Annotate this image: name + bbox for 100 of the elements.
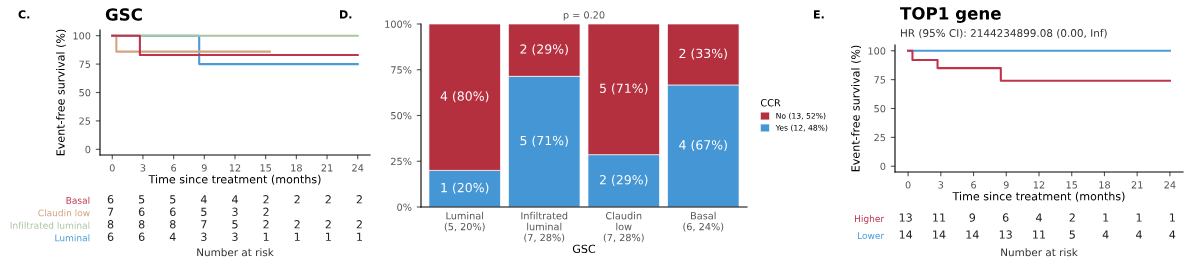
x-tick-label: Claudin low (7, 28%) bbox=[603, 211, 644, 243]
data-label: 1 bbox=[1103, 213, 1109, 222]
data-label: 13 bbox=[999, 230, 1012, 239]
x-tick-label: 21 bbox=[1131, 181, 1143, 189]
x-tick-label: Basal (6, 24%) bbox=[683, 211, 724, 232]
data-label: 4 bbox=[232, 195, 238, 204]
text: D. bbox=[340, 10, 352, 19]
data-label: 2 bbox=[356, 220, 362, 229]
y-tick-label: 25 bbox=[874, 133, 886, 142]
data-label: 11 bbox=[1033, 230, 1046, 239]
y-tick-label: 0% bbox=[397, 203, 412, 211]
x-tick-label: 9 bbox=[201, 164, 207, 172]
y-tick-label: 100 bbox=[73, 32, 91, 40]
x-tick-label: 3 bbox=[140, 164, 146, 172]
data-label: 1 bbox=[263, 232, 269, 241]
x-tick-label: 0 bbox=[109, 164, 115, 172]
data-label: 1 bbox=[294, 232, 300, 241]
y-tick-label: 50% bbox=[391, 111, 412, 120]
data-label: 1 bbox=[1170, 213, 1175, 222]
y-tick-label: Higher bbox=[855, 215, 885, 224]
x-tick-label: 15 bbox=[260, 164, 272, 172]
y-tick-label: 75 bbox=[874, 76, 886, 84]
data-label: 5 bbox=[232, 220, 238, 229]
data-label: 5 bbox=[201, 207, 207, 216]
data-label: 2 bbox=[356, 195, 362, 204]
data-label: 5 (71%) bbox=[599, 83, 648, 95]
data-label: 1 bbox=[1136, 213, 1142, 222]
data-label: 11 bbox=[933, 213, 946, 222]
x-tick-label: 6 bbox=[971, 181, 977, 189]
chart-title: TOP1 gene bbox=[900, 7, 1001, 23]
y-tick-label: 25% bbox=[391, 157, 412, 166]
data-label: 2 bbox=[294, 195, 300, 204]
x-tick-label: 21 bbox=[321, 164, 333, 172]
x-tick-label: 18 bbox=[1099, 181, 1110, 189]
y-tick-label: 25 bbox=[79, 117, 91, 125]
data-label: 14 bbox=[899, 230, 913, 239]
x-tick-label: 18 bbox=[291, 164, 302, 172]
text: E. bbox=[814, 10, 824, 19]
y-tick-label: Lower bbox=[857, 232, 885, 240]
data-label: 5 bbox=[138, 195, 145, 204]
data-label: 4 bbox=[200, 195, 207, 204]
y-axis-title: Event-free survival (%) bbox=[56, 29, 67, 156]
x-axis-title: Number at risk bbox=[1001, 248, 1078, 257]
data-label: 2 (29%) bbox=[599, 174, 648, 186]
data-label: 2 bbox=[325, 220, 331, 229]
y-tick-label: Basal bbox=[66, 196, 90, 204]
x-tick-label: 12 bbox=[229, 164, 241, 172]
data-label: 8 bbox=[170, 220, 176, 229]
data-label: 14 bbox=[966, 230, 979, 239]
x-axis-title: Time since treatment (months) bbox=[148, 174, 321, 185]
data-label: 4 bbox=[169, 232, 176, 241]
data-label: 2 (33%) bbox=[679, 48, 727, 60]
data-label: 2 (29%) bbox=[520, 44, 568, 56]
x-tick-label: Luminal (5, 20%) bbox=[444, 211, 485, 232]
data-label: 2 bbox=[263, 195, 269, 204]
x-axis-title: Time since treatment (months) bbox=[952, 191, 1125, 202]
data-label: 7 bbox=[201, 220, 207, 229]
data-label: 4 bbox=[1036, 213, 1042, 222]
y-tick-label: 75% bbox=[391, 66, 412, 74]
data-label: 5 bbox=[170, 195, 176, 204]
x-axis-title: Number at risk bbox=[197, 248, 274, 257]
data-label: 2 bbox=[263, 207, 269, 216]
data-label: 2 bbox=[1069, 213, 1075, 222]
x-tick-label: 6 bbox=[171, 164, 177, 172]
data-label: 13 bbox=[899, 213, 912, 222]
data-label: 5 (71%) bbox=[520, 135, 568, 147]
data-label: 1 bbox=[357, 232, 362, 241]
x-tick-label: 24 bbox=[1164, 181, 1176, 189]
data-label: 2 bbox=[294, 220, 300, 229]
x-axis-title: GSC bbox=[572, 244, 596, 254]
text: C. bbox=[18, 10, 30, 19]
data-label: 4 bbox=[1136, 230, 1142, 239]
y-tick-label: Claudin low bbox=[38, 209, 90, 217]
data-label: 6 bbox=[107, 195, 114, 204]
data-label: 8 bbox=[107, 220, 114, 229]
y-tick-label: 75 bbox=[79, 60, 91, 68]
data-label: 8 bbox=[138, 220, 145, 229]
x-tick-label: Infiltrated luminal (7, 28%) bbox=[521, 211, 568, 243]
data-label: 1 bbox=[326, 232, 331, 241]
y-axis-title: Event-free survival (%) bbox=[851, 45, 862, 172]
x-tick-label: 9 bbox=[1003, 181, 1009, 189]
y-tick-label: 100 bbox=[868, 47, 886, 55]
x-tick-label: 12 bbox=[1033, 181, 1045, 189]
data-label: 1 (20%) bbox=[441, 182, 489, 194]
data-label: 4 bbox=[1102, 230, 1109, 239]
data-label: 4 bbox=[1169, 230, 1176, 239]
y-tick-label: 50 bbox=[79, 88, 91, 97]
chart-title: GSC bbox=[105, 8, 142, 21]
data-label: 7 bbox=[107, 207, 114, 216]
data-label: 5 bbox=[1069, 230, 1075, 239]
y-tick-label: Luminal bbox=[55, 234, 90, 242]
data-label: 14 bbox=[933, 230, 946, 239]
data-label: 2 bbox=[263, 220, 269, 229]
data-label: 4 (67%) bbox=[679, 139, 727, 152]
y-tick-label: Infiltrated luminal bbox=[10, 221, 90, 229]
x-tick-label: 3 bbox=[938, 181, 944, 189]
legend-title: CCR bbox=[760, 99, 781, 107]
data-label: 4 (80%) bbox=[440, 91, 489, 103]
y-tick-label: 0 bbox=[85, 145, 91, 154]
data-label: 2 bbox=[325, 195, 331, 204]
